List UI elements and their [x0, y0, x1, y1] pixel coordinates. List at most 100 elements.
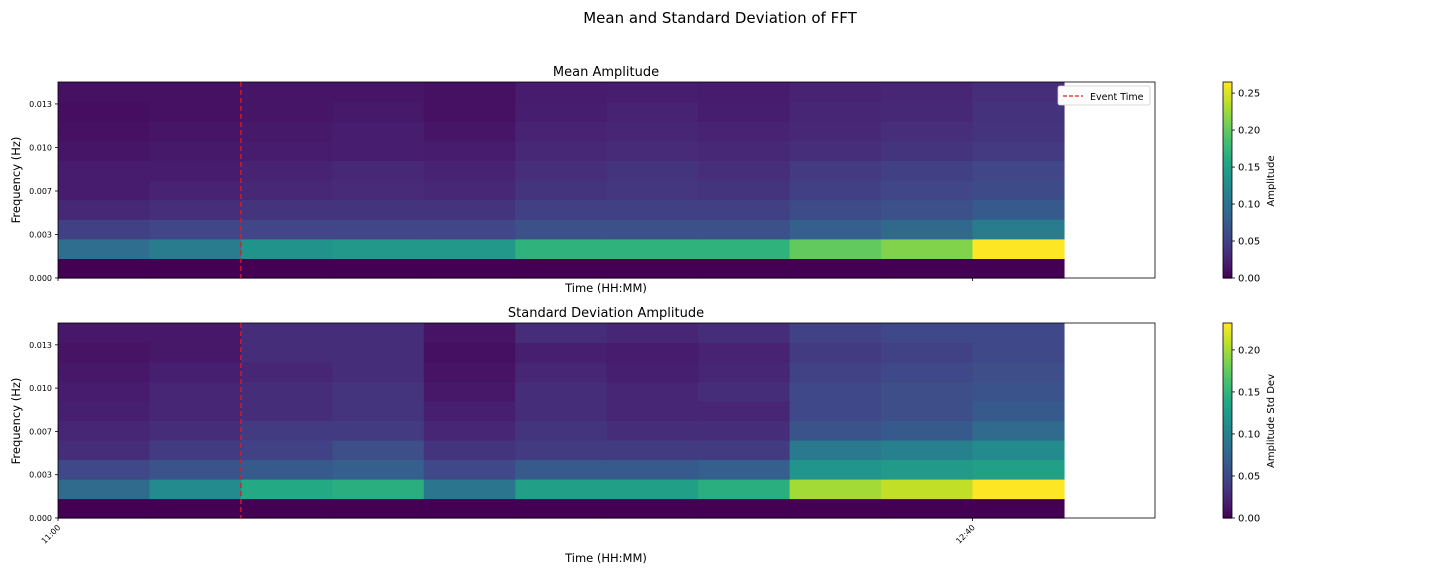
heatmap-cell — [423, 420, 516, 441]
colorbar-segment — [1223, 344, 1232, 348]
heatmap-cell — [58, 121, 151, 142]
heatmap-cell — [789, 342, 882, 363]
heatmap-cell — [698, 160, 791, 181]
heatmap-cell — [58, 401, 151, 422]
colorbar-segment — [1223, 337, 1232, 341]
y-tick-label: 0.010 — [29, 384, 52, 393]
heatmap-cell — [240, 219, 333, 240]
heatmap-cell — [606, 180, 699, 201]
heatmap-cell — [606, 381, 699, 402]
heatmap-cell — [423, 219, 516, 240]
colorbar-segment — [1223, 194, 1232, 198]
colorbar-segment — [1223, 396, 1232, 400]
heatmap-cell — [149, 219, 242, 240]
colorbar-frame — [1222, 322, 1233, 519]
heatmap-cell — [240, 420, 333, 441]
heatmap-cell — [423, 140, 516, 161]
colorbar-segment — [1223, 483, 1232, 487]
heatmap-cell — [332, 121, 425, 142]
heatmap-cell — [698, 121, 791, 142]
colorbar-segment — [1223, 187, 1232, 191]
colorbar-segment — [1223, 86, 1232, 90]
heatmap-cell — [423, 401, 516, 422]
heatmap-cell — [515, 498, 608, 519]
heatmap-cell — [515, 362, 608, 383]
colorbar-segment — [1223, 241, 1232, 245]
heatmap-cell — [881, 238, 974, 259]
heatmap-cell — [789, 401, 882, 422]
heatmap-cell — [789, 381, 882, 402]
heatmap-cell — [881, 342, 974, 363]
y-tick-label: 0.003 — [29, 471, 52, 480]
heatmap-cell — [423, 479, 516, 500]
heatmap-cell — [240, 323, 333, 344]
colorbar-segment — [1223, 323, 1232, 327]
heatmap-cell — [881, 180, 974, 201]
colorbar-segment — [1223, 454, 1232, 458]
colorbar-segment — [1223, 211, 1232, 215]
heatmap-cell — [149, 258, 242, 279]
heatmap-cell — [789, 479, 882, 500]
mean-amplitude-colorbar-label: Amplitude — [1266, 155, 1277, 206]
heatmap-cell — [332, 323, 425, 344]
colorbar-segment — [1223, 255, 1232, 259]
mean-amplitude-title: Mean Amplitude — [553, 65, 659, 80]
std-amplitude-axes-frame — [57, 322, 1156, 519]
colorbar-segment — [1223, 332, 1232, 336]
colorbar-segment — [1223, 248, 1232, 252]
heatmap-cell — [149, 101, 242, 122]
heatmap-cell — [606, 479, 699, 500]
colorbar-segment — [1223, 182, 1232, 186]
heatmap-cell — [332, 479, 425, 500]
heatmap-cell — [606, 459, 699, 480]
colorbar-segment — [1223, 251, 1232, 255]
heatmap-cell — [515, 199, 608, 220]
heatmap-cell — [149, 82, 242, 103]
colorbar-segment — [1223, 415, 1232, 419]
colorbar-segment — [1223, 430, 1232, 434]
heatmap-cell — [332, 199, 425, 220]
heatmap-cell — [972, 440, 1065, 461]
colorbar-tick-label: 0.10 — [1238, 200, 1260, 211]
colorbar-segment — [1223, 150, 1232, 154]
colorbar-segment — [1223, 488, 1232, 492]
heatmap-cell — [789, 323, 882, 344]
heatmap-cell — [789, 101, 882, 122]
heatmap-cell — [423, 362, 516, 383]
colorbar-segment — [1223, 335, 1232, 339]
heatmap-cell — [58, 140, 151, 161]
colorbar-segment — [1223, 403, 1232, 407]
colorbar-tick-label: 0.15 — [1238, 163, 1260, 174]
heatmap-cell — [698, 219, 791, 240]
colorbar-segment — [1223, 362, 1232, 366]
colorbar-segment — [1223, 177, 1232, 181]
colorbar-segment — [1223, 369, 1232, 373]
colorbar-segment — [1223, 175, 1232, 179]
heatmap-cell — [515, 121, 608, 142]
heatmap-cell — [332, 160, 425, 181]
heatmap-cell — [698, 180, 791, 201]
heatmap-cell — [606, 342, 699, 363]
heatmap-cell — [881, 219, 974, 240]
heatmap-cell — [698, 498, 791, 519]
colorbar-segment — [1223, 172, 1232, 176]
heatmap-cell — [698, 459, 791, 480]
heatmap-cell — [789, 82, 882, 103]
colorbar-segment — [1223, 99, 1232, 103]
colorbar-segment — [1223, 425, 1232, 429]
colorbar-segment — [1223, 263, 1232, 267]
heatmap-cell — [332, 219, 425, 240]
colorbar-segment — [1223, 515, 1232, 519]
colorbar-segment — [1223, 121, 1232, 125]
heatmap-cell — [698, 479, 791, 500]
heatmap-cell — [515, 258, 608, 279]
colorbar-segment — [1223, 214, 1232, 218]
mean-amplitude-y-ticks: 0.000 0.003 0.007 0.010 0.013 — [29, 100, 58, 283]
std-amplitude-colorbar: 0.00 0.05 0.10 0.15 0.20 — [1222, 322, 1260, 525]
heatmap-cell — [606, 101, 699, 122]
colorbar-segment — [1223, 398, 1232, 402]
colorbar-segment — [1223, 466, 1232, 470]
heatmap-cell — [972, 342, 1065, 363]
colorbar-tick-label: 0.00 — [1238, 274, 1260, 285]
